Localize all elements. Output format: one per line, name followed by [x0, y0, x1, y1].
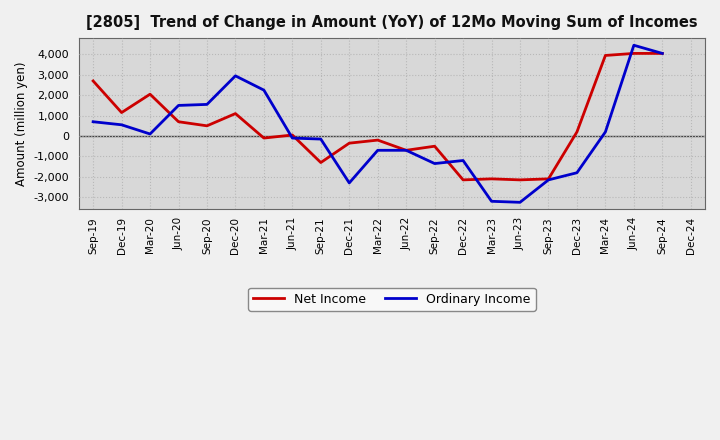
Ordinary Income	[658, 51, 667, 56]
Net Income	[459, 177, 467, 183]
Line: Net Income: Net Income	[93, 53, 662, 180]
Net Income	[317, 160, 325, 165]
Ordinary Income	[174, 103, 183, 108]
Ordinary Income	[402, 148, 410, 153]
Net Income	[516, 177, 524, 183]
Ordinary Income	[117, 122, 126, 128]
Ordinary Income	[601, 129, 610, 135]
Ordinary Income	[288, 136, 297, 141]
Title: [2805]  Trend of Change in Amount (YoY) of 12Mo Moving Sum of Incomes: [2805] Trend of Change in Amount (YoY) o…	[86, 15, 698, 30]
Net Income	[145, 92, 154, 97]
Net Income	[231, 111, 240, 116]
Net Income	[601, 53, 610, 58]
Net Income	[629, 51, 638, 56]
Net Income	[402, 148, 410, 153]
Ordinary Income	[231, 73, 240, 78]
Line: Ordinary Income: Ordinary Income	[93, 45, 662, 202]
Net Income	[260, 136, 269, 141]
Ordinary Income	[516, 200, 524, 205]
Net Income	[487, 176, 496, 181]
Net Income	[89, 78, 97, 84]
Ordinary Income	[89, 119, 97, 125]
Net Income	[288, 132, 297, 138]
Ordinary Income	[145, 132, 154, 137]
Net Income	[202, 123, 211, 128]
Ordinary Income	[629, 43, 638, 48]
Net Income	[345, 140, 354, 146]
Net Income	[431, 143, 439, 149]
Net Income	[174, 119, 183, 125]
Ordinary Income	[374, 148, 382, 153]
Ordinary Income	[345, 180, 354, 186]
Ordinary Income	[572, 170, 581, 176]
Net Income	[572, 129, 581, 135]
Ordinary Income	[317, 136, 325, 142]
Net Income	[658, 51, 667, 56]
Net Income	[544, 176, 553, 181]
Net Income	[117, 110, 126, 115]
Ordinary Income	[459, 158, 467, 163]
Net Income	[374, 137, 382, 143]
Ordinary Income	[202, 102, 211, 107]
Ordinary Income	[431, 161, 439, 166]
Ordinary Income	[487, 198, 496, 204]
Legend: Net Income, Ordinary Income: Net Income, Ordinary Income	[248, 288, 536, 311]
Ordinary Income	[260, 88, 269, 93]
Y-axis label: Amount (million yen): Amount (million yen)	[15, 62, 28, 186]
Ordinary Income	[544, 177, 553, 183]
